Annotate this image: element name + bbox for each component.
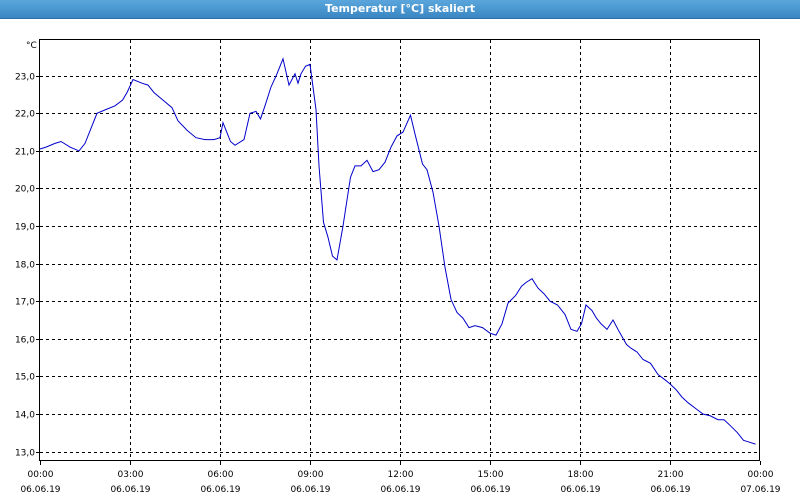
x-tick-time-label: 18:00 [568,470,594,480]
x-tick-date-label: 06.06.19 [560,485,600,495]
y-tick-label: 19,0 [15,223,35,233]
x-tick-date-label: 06.06.19 [20,485,60,495]
x-tick-time-label: 00:00 [28,470,54,480]
y-tick-label: 22,0 [15,110,35,120]
x-tick-time-label: 03:00 [118,470,144,480]
x-tick-date-label: 07.06.19 [740,485,780,495]
y-tick-label: 15,0 [15,373,35,383]
y-axis-ticks: 13,0 14,0 15,0 16,0 17,0 18,0 19,0 20,0 21,0 22,0… [15,73,40,459]
plot-area [39,39,760,461]
x-axis-ticks: 00:00 06.06.19 03:00 06.06.19 06:00 06.06.19 0… [20,461,781,495]
y-tick-label: 20,0 [15,185,35,195]
x-tick-date-label: 06.06.19 [110,485,150,495]
y-tick-label: 23,0 [15,73,35,83]
x-tick-date-label: 06.06.19 [290,485,330,495]
x-tick-date-label: 06.06.19 [380,485,420,495]
x-tick-date-label: 06.06.19 [470,485,510,495]
x-tick-time-label: 21:00 [658,470,684,480]
x-tick-time-label: 06:00 [208,470,234,480]
grid-lines [40,40,760,461]
y-tick-label: 21,0 [15,148,35,158]
x-tick-time-label: 12:00 [388,470,414,480]
x-tick-time-label: 00:00 [748,470,774,480]
y-tick-label: 18,0 [15,261,35,271]
x-tick-date-label: 06.06.19 [650,485,690,495]
x-tick-time-label: 15:00 [478,470,504,480]
y-axis-unit-label: °C [26,41,37,51]
temperature-series-line [39,57,756,445]
chart-window-title: Temperatur [°C] skaliert [0,0,800,19]
y-tick-label: 14,0 [15,411,35,421]
x-tick-date-label: 06.06.19 [200,485,240,495]
y-tick-label: 13,0 [15,449,35,459]
y-tick-label: 16,0 [15,336,35,346]
x-tick-time-label: 09:00 [298,470,324,480]
y-tick-label: 17,0 [15,298,35,308]
